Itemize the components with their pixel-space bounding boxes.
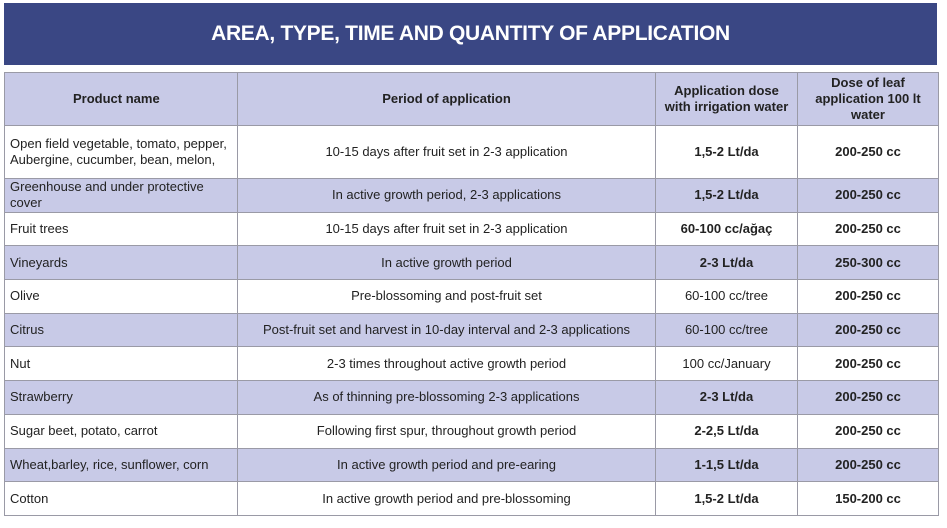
column-header: Period of application [237,72,656,126]
table-row: Nut 2-3 times throughout active growth pe… [4,346,939,382]
table-cell: 200-250 cc [797,312,939,348]
table-cell: 2-3 times throughout active growth perio… [237,346,656,382]
table-cell: 2-3 Lt/da [655,245,798,281]
table-cell: 200-250 cc [797,346,939,382]
table-cell: Pre-blossoming and post-fruit set [237,279,656,314]
table-cell: 250-300 cc [797,245,939,281]
application-table: Product name Period of application Applica… [4,72,939,516]
table-cell: 200-250 cc [797,211,939,247]
column-header: Application dose with irrigation water [655,72,798,126]
table-cell: Citrus [4,312,238,348]
table-row: Open field vegetable, tomato, pepper, Au… [4,125,939,179]
table-row: Cotton In active growth period and pre-bl… [4,481,939,516]
table-cell: 200-250 cc [797,125,939,179]
table-cell: Wheat,barley, rice, sunflower, corn [4,447,238,483]
table-cell: 2-2,5 Lt/da [655,413,798,449]
table-cell: In active growth period and pre-earing [237,447,656,483]
table-cell: 200-250 cc [797,447,939,483]
table-cell: Open field vegetable, tomato, pepper, Au… [4,125,238,179]
table-row: Sugar beet, potato, carrot Following firs… [4,413,939,449]
table-cell: Olive [4,279,238,314]
table-cell: Sugar beet, potato, carrot [4,413,238,449]
table-cell: 10-15 days after fruit set in 2-3 applic… [237,125,656,179]
table-cell: In active growth period, 2-3 application… [237,178,656,213]
table-row: Fruit trees 10-15 days after fruit set in… [4,211,939,247]
table-row: Greenhouse and under protective cover In … [4,178,939,213]
table-cell: Cotton [4,481,238,516]
table-cell: 1,5-2 Lt/da [655,125,798,179]
table-cell: 150-200 cc [797,481,939,516]
table-row: Strawberry As of thinning pre-blossoming … [4,380,939,415]
table-cell: 1-1,5 Lt/da [655,447,798,483]
table-cell: Fruit trees [4,211,238,247]
table-cell: 200-250 cc [797,178,939,213]
table-cell: 60-100 cc/ağaç [655,211,798,247]
table-cell: 60-100 cc/tree [655,312,798,348]
column-header: Product name [4,72,238,126]
title-bar: AREA, TYPE, TIME AND QUANTITY OF APPLICA… [4,3,937,65]
table-cell: In active growth period and pre-blossomi… [237,481,656,516]
table-row: Wheat,barley, rice, sunflower, corn In ac… [4,447,939,483]
table-cell: 200-250 cc [797,380,939,415]
table-cell: 10-15 days after fruit set in 2-3 applic… [237,211,656,247]
table-cell: Following first spur, throughout growth … [237,413,656,449]
table-cell: Vineyards [4,245,238,281]
table-cell: Nut [4,346,238,382]
table-cell: Post-fruit set and harvest in 10-day int… [237,312,656,348]
table-cell: As of thinning pre-blossoming 2-3 applic… [237,380,656,415]
table-row: Citrus Post-fruit set and harvest in 10-d… [4,312,939,348]
table-row: Olive Pre-blossoming and post-fruit set 60… [4,279,939,314]
column-header: Dose of leaf application 100 lt water [797,72,939,126]
table-cell: 60-100 cc/tree [655,279,798,314]
table-cell: 200-250 cc [797,413,939,449]
table-cell: 200-250 cc [797,279,939,314]
table-cell: 1,5-2 Lt/da [655,481,798,516]
table-cell: 2-3 Lt/da [655,380,798,415]
table-cell: In active growth period [237,245,656,281]
table-cell: Strawberry [4,380,238,415]
table-cell: 1,5-2 Lt/da [655,178,798,213]
header-row: Product name Period of application Applica… [4,72,939,126]
table-row: Vineyards In active growth period 2-3 Lt/d… [4,245,939,281]
table-cell: Greenhouse and under protective cover [4,178,238,213]
table-cell: 100 cc/January [655,346,798,382]
